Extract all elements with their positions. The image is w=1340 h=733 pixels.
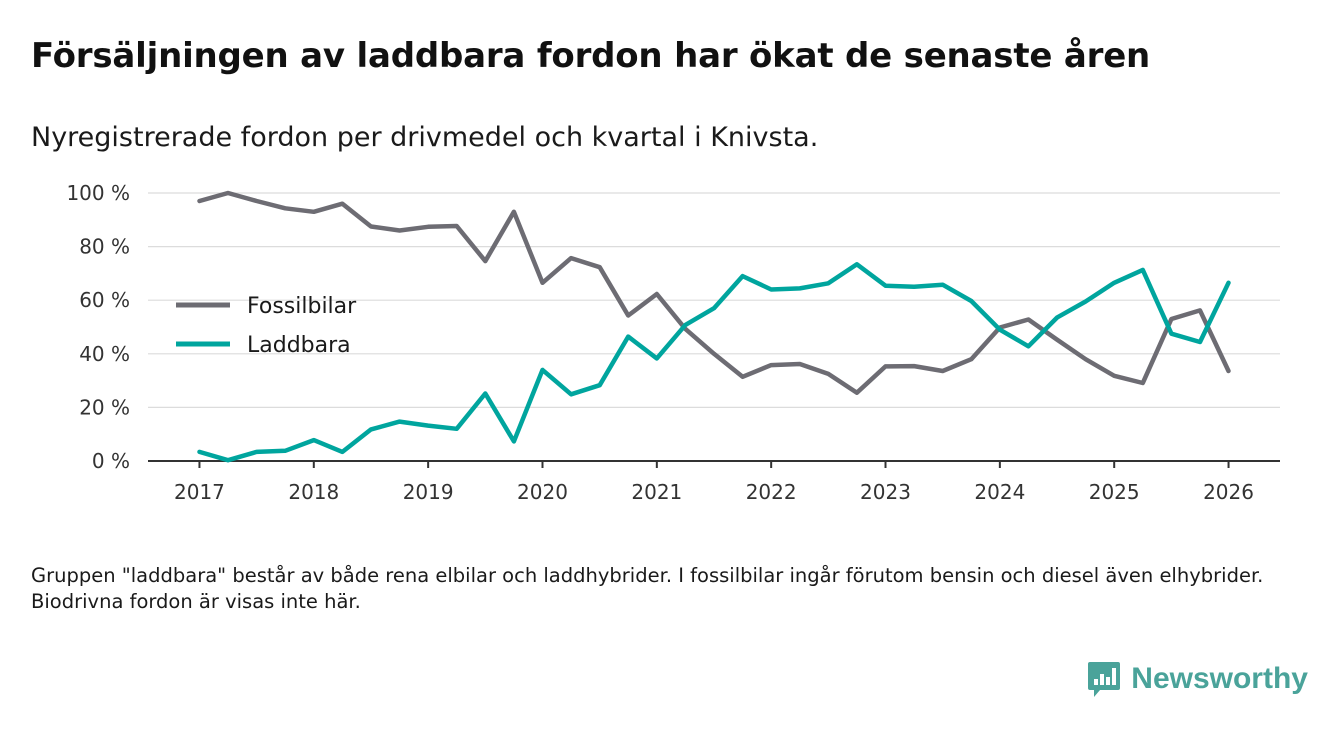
newsworthy-logo-icon xyxy=(1088,662,1121,697)
chart-title: Försäljningen av laddbara fordon har öka… xyxy=(31,36,1151,76)
legend-label-laddbara: Laddbara xyxy=(247,333,351,358)
x-tick-label: 2025 xyxy=(1089,480,1140,504)
brand-name: Newsworthy xyxy=(1131,662,1308,695)
y-tick-label: 40 % xyxy=(79,342,130,366)
y-tick-label: 100 % xyxy=(66,181,130,205)
x-tick-label: 2026 xyxy=(1203,480,1254,504)
x-tick-label: 2023 xyxy=(860,480,911,504)
x-tick-label: 2024 xyxy=(974,480,1025,504)
series-line-laddbara xyxy=(197,262,1231,463)
series-lines xyxy=(197,190,1231,463)
line-chart: 0 % 20 % 40 % 60 % 80 % 100 % 2017 2018 2019 2020… xyxy=(66,181,1280,504)
brand-logo: Newsworthy xyxy=(1087,660,1308,698)
x-tick-label: 2022 xyxy=(746,480,797,504)
x-tick-label: 2020 xyxy=(517,480,568,504)
chart-subtitle: Nyregistrerade fordon per drivmedel och … xyxy=(31,122,819,153)
y-tick-label: 80 % xyxy=(79,235,130,259)
axes: 0 % 20 % 40 % 60 % 80 % 100 % 2017 2018 2019 2020… xyxy=(66,181,1280,504)
y-tick-label: 20 % xyxy=(79,395,130,419)
x-tick-label: 2019 xyxy=(403,480,454,504)
series-line-fossilbilar xyxy=(197,190,1231,395)
x-tick-label: 2021 xyxy=(631,480,682,504)
y-tick-label: 60 % xyxy=(79,288,130,312)
legend-label-fossilbilar: Fossilbilar xyxy=(247,294,357,319)
footnote: Gruppen "laddbara" består av både rena e… xyxy=(31,564,1264,613)
x-tick-label: 2018 xyxy=(288,480,339,504)
legend: Fossilbilar Laddbara xyxy=(176,294,357,358)
x-tick-label: 2017 xyxy=(174,480,225,504)
y-tick-label: 0 % xyxy=(92,449,130,473)
